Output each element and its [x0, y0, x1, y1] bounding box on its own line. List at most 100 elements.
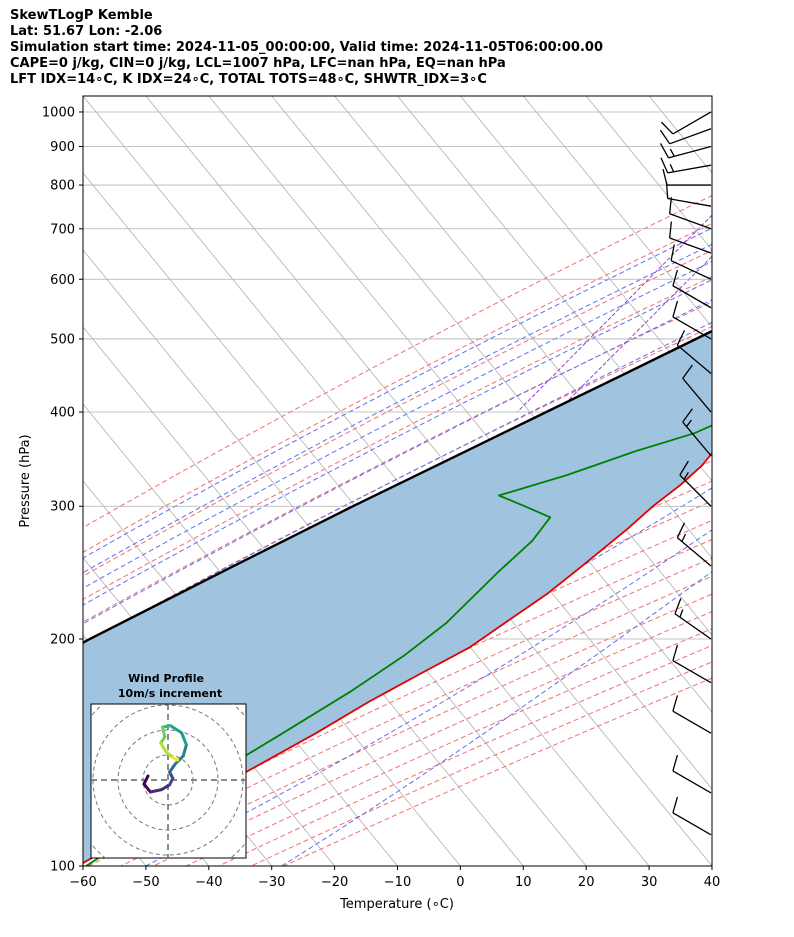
x-tick-label: −20	[321, 875, 348, 890]
barb-staff	[676, 537, 712, 567]
y-tick-label: 700	[50, 222, 75, 237]
hodograph-segment	[168, 724, 184, 735]
barb-half-flag	[686, 419, 692, 428]
temperature-line	[83, 451, 712, 865]
hodograph-segment	[181, 743, 188, 758]
wind-barb	[672, 300, 712, 340]
hodograph-segment	[148, 788, 164, 794]
moist-adiabat	[83, 243, 712, 574]
x-tick-label: 10	[515, 875, 532, 890]
barb-staff	[667, 164, 712, 174]
wind-barb	[669, 197, 712, 230]
wind-barb	[669, 221, 712, 254]
moist-adiabat	[83, 227, 712, 559]
isotherm	[83, 403, 461, 866]
isotherm	[83, 865, 84, 866]
wind-barb	[676, 522, 712, 567]
x-axis-label: Temperature (∘C)	[339, 897, 454, 912]
wind-barb	[670, 244, 712, 280]
x-tick-label: −40	[195, 875, 222, 890]
barb-flag	[669, 221, 673, 239]
x-tick-label: 20	[578, 875, 595, 890]
barb-half-flag	[669, 163, 675, 173]
barb-flag	[665, 182, 669, 199]
x-tick-label: −60	[69, 875, 96, 890]
barb-staff	[668, 145, 712, 159]
moist-adiabat	[83, 260, 712, 589]
wind-barb	[665, 182, 712, 207]
wind-barbs	[659, 111, 712, 836]
chart-header: SkewTLogP Kemble Lat: 51.67 Lon: -2.06 S…	[10, 8, 780, 88]
hodograph-segment	[164, 749, 175, 760]
dewpoint-line	[85, 424, 712, 866]
barb-half-flag	[679, 609, 684, 618]
x-tick-label: 0	[456, 875, 464, 890]
barb-staff	[672, 285, 712, 309]
barb-staff	[669, 213, 712, 230]
hodograph-segment	[160, 725, 167, 739]
barb-staff	[672, 710, 712, 734]
cape-line: CAPE=0 j/kg, CIN=0 j/kg, LCL=1007 hPa, L…	[10, 56, 506, 71]
barb-staff	[672, 111, 712, 135]
hodograph-segment	[160, 783, 172, 792]
moist-adiabat	[83, 279, 712, 606]
wind-barb	[679, 460, 712, 507]
wind-barb	[672, 796, 712, 836]
parcel-line	[83, 329, 712, 645]
axis-ticks: −60 −50 −40 −30 −20 −10 0 10 20 30 40 1000 900 800 700…	[42, 105, 720, 890]
barb-flag	[672, 796, 679, 813]
wind-barb	[659, 128, 712, 145]
barb-flag	[670, 244, 675, 261]
wind-barb	[682, 408, 712, 457]
dry-adiabat	[83, 194, 712, 529]
x-tick-label: 30	[641, 875, 658, 890]
hodograph-segment	[173, 754, 185, 766]
y-tick-label: 300	[50, 500, 75, 515]
hodograph-inset: Wind Profile 10m/s increment	[90, 672, 247, 859]
barb-flag	[659, 143, 670, 159]
barb-flag	[682, 408, 693, 423]
barb-staff	[679, 474, 712, 507]
y-tick-label: 1000	[42, 105, 75, 120]
barb-flag	[660, 157, 669, 174]
dry-adiabat	[83, 249, 712, 577]
barb-flag	[672, 269, 679, 286]
isotherm	[83, 172, 650, 866]
barb-flag	[672, 754, 679, 772]
wind-barb	[672, 269, 712, 309]
wind-barb	[672, 695, 712, 734]
dry-adiabat	[83, 519, 712, 819]
wind-barb	[682, 364, 712, 413]
barb-flag	[672, 644, 679, 661]
background-lines	[83, 96, 712, 866]
isotherm	[522, 96, 712, 328]
y-axis-label: Pressure (hPa)	[18, 434, 33, 527]
x-tick-label: 40	[704, 875, 721, 890]
dry-adiabat	[83, 538, 712, 836]
barb-flag	[682, 364, 693, 379]
barb-staff	[674, 613, 712, 640]
wind-barb	[660, 111, 712, 135]
y-tick-label: 500	[50, 332, 75, 347]
barb-staff	[669, 237, 712, 254]
wind-barb	[662, 168, 711, 186]
time-line: Simulation start time: 2024-11-05_00:00:…	[10, 40, 603, 55]
y-tick-label: 100	[50, 860, 75, 875]
barb-staff	[672, 812, 712, 836]
moist-adiabat	[83, 487, 712, 832]
y-tick-label: 600	[50, 273, 75, 288]
barb-staff	[682, 377, 712, 413]
wind-barb	[672, 754, 712, 794]
barb-staff	[672, 660, 712, 684]
isotherm	[397, 96, 712, 482]
hodograph-segment	[159, 741, 168, 753]
barb-flag	[676, 522, 686, 538]
isotherm	[460, 96, 712, 405]
wind-barb	[676, 330, 712, 374]
x-tick-label: −30	[258, 875, 285, 890]
wind-barb	[674, 598, 712, 640]
barb-staff	[672, 770, 712, 794]
mixing-ratio-line	[556, 255, 712, 413]
profile-series	[83, 329, 712, 866]
